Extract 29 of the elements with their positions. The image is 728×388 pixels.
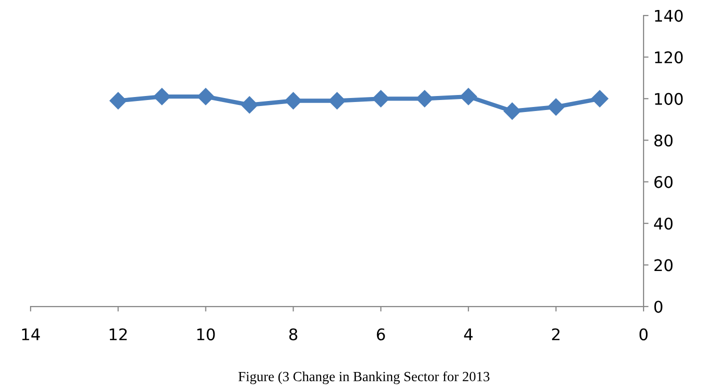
point — [240, 96, 258, 114]
point — [416, 90, 434, 108]
y-tick-label: 140 — [655, 10, 683, 22]
point — [504, 102, 521, 120]
x-tick-label: 14 — [22, 328, 40, 340]
x-tick-label: 12 — [110, 328, 127, 340]
x-tick-label: 0 — [640, 328, 648, 340]
point — [372, 90, 390, 108]
x-tick-label: 8 — [289, 328, 298, 340]
point — [328, 92, 346, 110]
point — [153, 88, 170, 106]
y-tick-label: 60 — [654, 176, 673, 188]
point — [197, 88, 214, 106]
x-tick-label: 10 — [197, 328, 215, 340]
y-tick-label: 40 — [654, 218, 673, 230]
point — [547, 98, 565, 116]
y-tick-label: 20 — [654, 259, 673, 272]
x-tick-label: 6 — [376, 328, 385, 340]
y-tick-label: 120 — [655, 51, 683, 64]
point — [284, 92, 302, 110]
point — [460, 88, 477, 106]
x-tick-label: 2 — [552, 328, 560, 340]
y-tick-label: 100 — [655, 92, 683, 105]
y-tick-label: 0 — [654, 300, 662, 313]
point — [110, 92, 127, 110]
point — [591, 90, 608, 108]
text: Figure (3 Change in Banking Sector for 2013 — [238, 371, 490, 384]
x-tick-label: 4 — [464, 328, 473, 340]
y-tick-label: 80 — [654, 134, 673, 147]
